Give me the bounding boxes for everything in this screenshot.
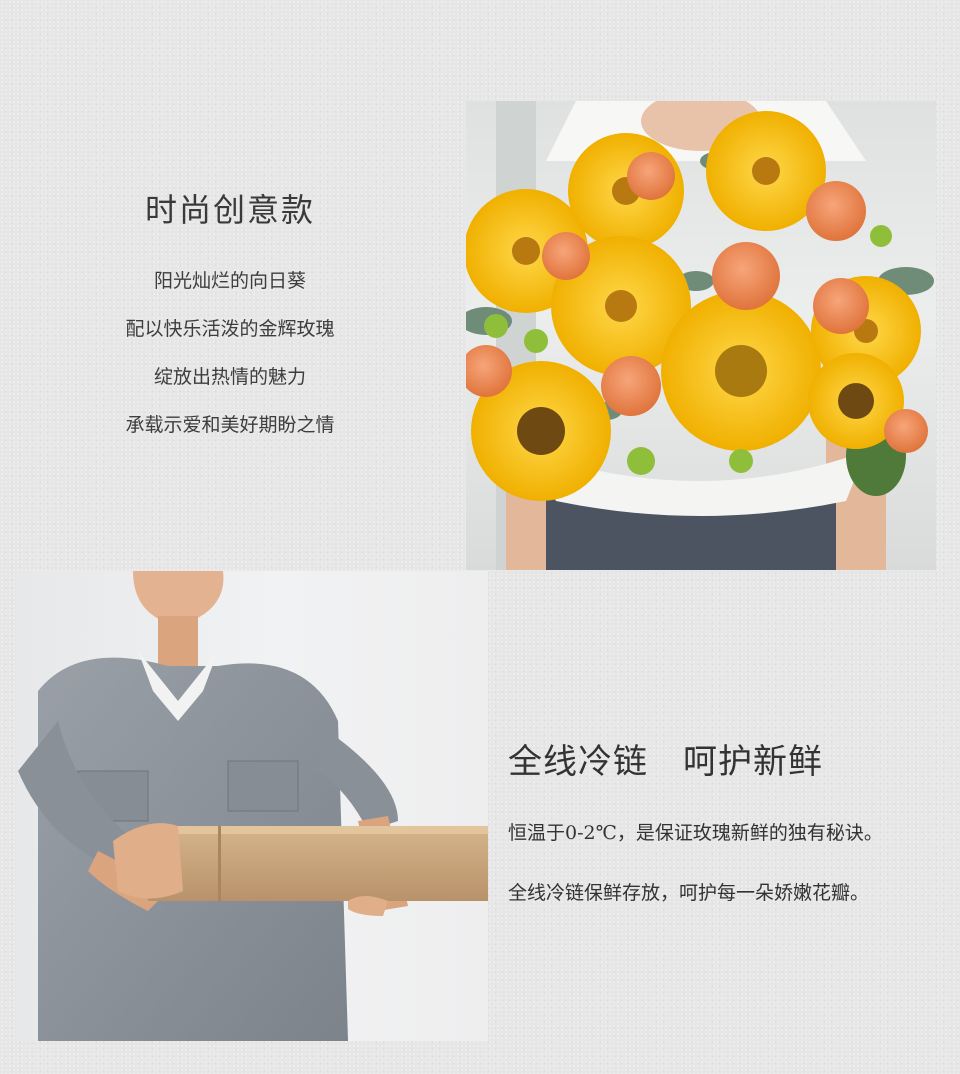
intro-text-block: 时尚创意款 阳光灿烂的向日葵 配以快乐活泼的金辉玫瑰 绽放出热情的魅力 承载示爱… [60, 185, 400, 449]
courier-illustration [18, 571, 488, 1041]
sunflower-bouquet-photo [466, 101, 936, 570]
coldchain-title: 全线冷链 呵护新鲜 [508, 742, 823, 782]
intro-line: 配以快乐活泼的金辉玫瑰 [125, 318, 335, 340]
courier-delivery-photo [18, 571, 488, 1041]
bouquet-illustration [466, 101, 934, 570]
intro-line: 阳光灿烂的向日葵 [153, 270, 306, 292]
intro-line: 绽放出热情的魅力 [153, 366, 306, 388]
intro-title: 时尚创意款 [144, 191, 315, 229]
coldchain-line: 全线冷链保鲜存放，呵护每一朵娇嫩花瓣。 [508, 882, 870, 904]
coldchain-line: 恒温于0-2℃，是保证玫瑰新鲜的独有秘诀。 [508, 822, 883, 844]
intro-line: 承载示爱和美好期盼之情 [125, 414, 335, 436]
